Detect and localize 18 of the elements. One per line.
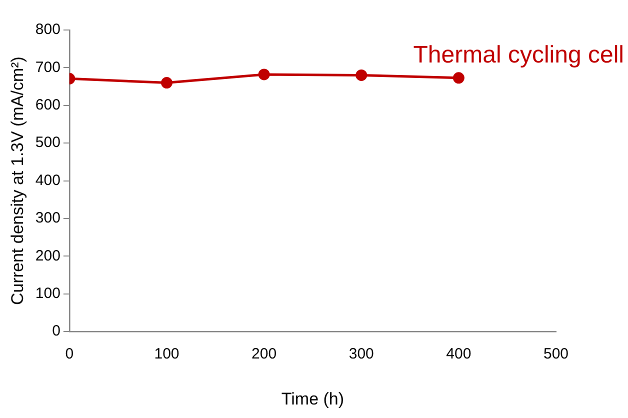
y-tick-label: 300 xyxy=(35,210,60,227)
x-tick-label: 500 xyxy=(543,346,569,363)
y-tick-label: 200 xyxy=(35,247,60,264)
x-tick-label: 400 xyxy=(446,346,472,363)
x-tick-label: 0 xyxy=(65,346,74,363)
y-tick-label: 800 xyxy=(35,21,60,38)
y-axis-title: Current density at 1.3V (mA/cm²) xyxy=(8,56,27,306)
x-axis-title: Time (h) xyxy=(281,389,344,408)
y-tick-label: 700 xyxy=(35,58,60,76)
y-tick-label: 400 xyxy=(35,172,60,189)
x-tick-label: 200 xyxy=(252,346,277,363)
y-tick-label: 600 xyxy=(35,96,60,114)
y-tick-label: 100 xyxy=(35,285,60,302)
y-tick-label: 500 xyxy=(35,134,60,152)
x-tick-label: 300 xyxy=(348,346,374,363)
y-tick-label: 0 xyxy=(52,322,60,340)
x-tick-label: 100 xyxy=(154,346,180,363)
series-label: Thermal cycling cell xyxy=(413,42,624,69)
